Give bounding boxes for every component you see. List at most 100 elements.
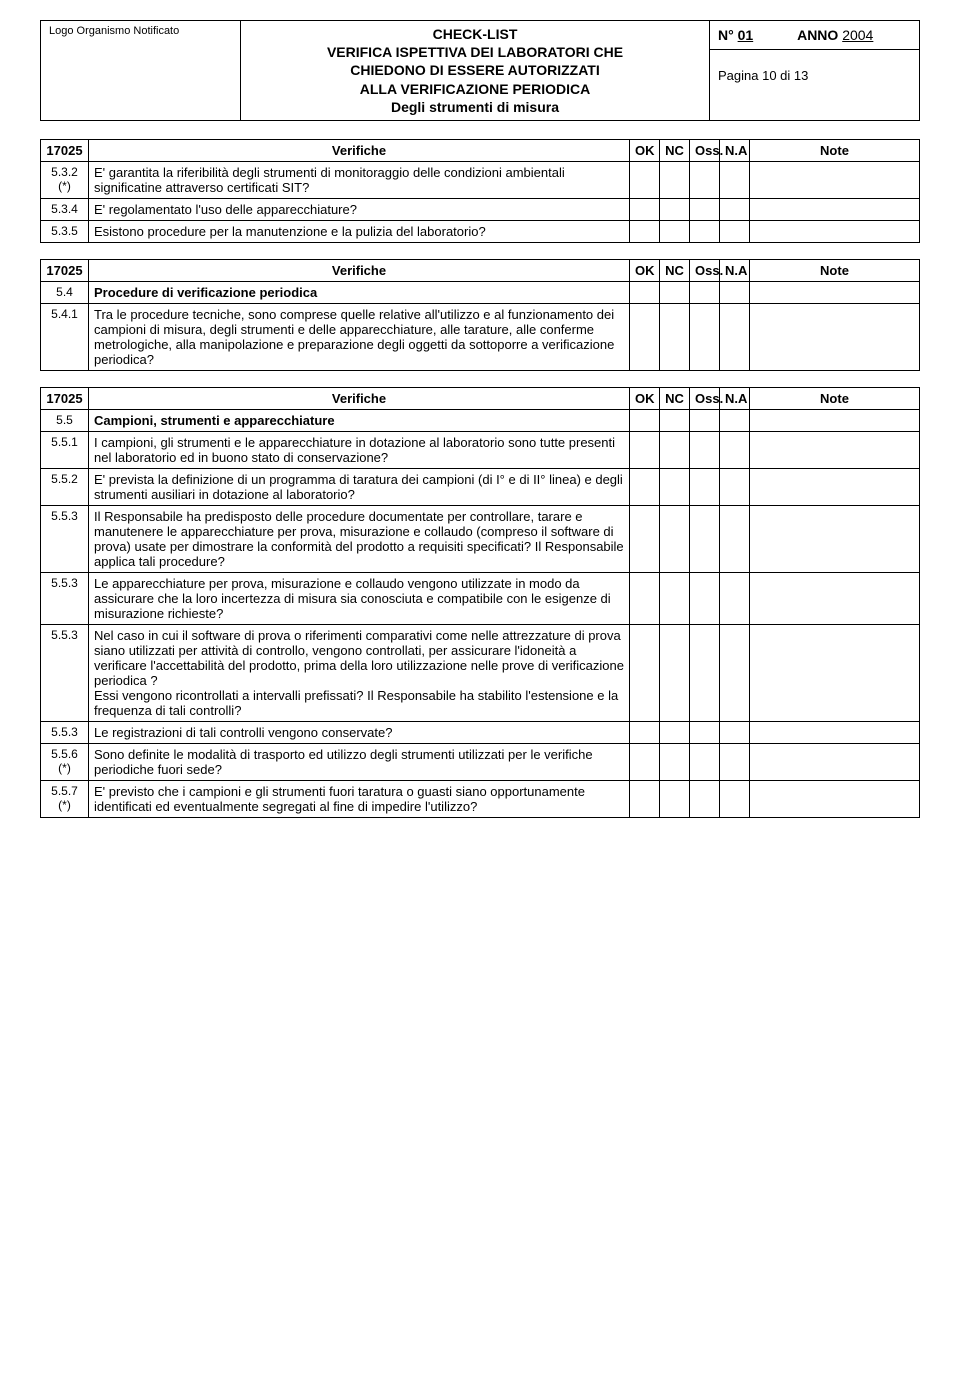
row-id: 5.5.3 — [41, 721, 89, 743]
cell-nc — [660, 409, 690, 431]
cell-ok — [630, 409, 660, 431]
anno-value: 2004 — [842, 27, 873, 43]
cell-oss — [690, 505, 720, 572]
cell-oss — [690, 780, 720, 817]
table-row: 5.5.1 I campioni, gli strumenti e le app… — [41, 431, 920, 468]
row-text: Le registrazioni di tali controlli vengo… — [89, 721, 630, 743]
cell-nc — [660, 780, 690, 817]
table-row: 5.3.2 (*) E' garantita la riferibilità d… — [41, 161, 920, 198]
logo-label: Logo Organismo Notificato — [49, 25, 179, 37]
cell-note — [750, 161, 920, 198]
title-line: CHECK-LIST — [249, 25, 701, 43]
cell-na — [720, 780, 750, 817]
col-verifiche-header: Verifiche — [89, 259, 630, 281]
document-header: Logo Organismo Notificato CHECK-LIST VER… — [40, 20, 920, 121]
section-id: 5.4 — [41, 281, 89, 303]
col-ok-header: OK — [630, 259, 660, 281]
col-na-header: N.A — [720, 139, 750, 161]
cell-ok — [630, 721, 660, 743]
row-id: 5.3.5 — [41, 220, 89, 242]
cell-oss — [690, 409, 720, 431]
table-row: 5.3.5 Esistono procedure per la manutenz… — [41, 220, 920, 242]
cell-nc — [660, 161, 690, 198]
cell-note — [750, 505, 920, 572]
cell-ok — [630, 780, 660, 817]
row-text: I campioni, gli strumenti e le apparecch… — [89, 431, 630, 468]
cell-na — [720, 743, 750, 780]
cell-nc — [660, 743, 690, 780]
table-row: 5.5.3 Le registrazioni di tali controlli… — [41, 721, 920, 743]
cell-na — [720, 505, 750, 572]
col-oss-header: Oss. — [690, 259, 720, 281]
cell-oss — [690, 743, 720, 780]
cell-oss — [690, 721, 720, 743]
col-note-header: Note — [750, 259, 920, 281]
col-nc-header: NC — [660, 387, 690, 409]
col-note-header: Note — [750, 139, 920, 161]
cell-note — [750, 780, 920, 817]
col-na-header: N.A — [720, 387, 750, 409]
col-note-header: Note — [750, 387, 920, 409]
title-line: ALLA VERIFICAZIONE PERIODICA — [249, 80, 701, 98]
section-label: Procedure di verificazione periodica — [89, 281, 630, 303]
table-row: 5.5.3 Le apparecchiature per prova, misu… — [41, 572, 920, 624]
col-ok-header: OK — [630, 387, 660, 409]
cell-nc — [660, 198, 690, 220]
cell-oss — [690, 220, 720, 242]
cell-ok — [630, 220, 660, 242]
cell-note — [750, 431, 920, 468]
col-ref-header: 17025 — [41, 259, 89, 281]
cell-ok — [630, 572, 660, 624]
row-id: 5.5.6 (*) — [41, 743, 89, 780]
cell-nc — [660, 572, 690, 624]
table-row: 5.5.6 (*) Sono definite le modalità di t… — [41, 743, 920, 780]
cell-note — [750, 572, 920, 624]
cell-note — [750, 409, 920, 431]
row-text: E' regolamentato l'uso delle apparecchia… — [89, 198, 630, 220]
cell-ok — [630, 198, 660, 220]
cell-na — [720, 303, 750, 370]
check-table-3: 17025 Verifiche OK NC Oss. N.A Note 5.5 … — [40, 387, 920, 818]
cell-oss — [690, 624, 720, 721]
row-id: 5.5.7 (*) — [41, 780, 89, 817]
row-text: Il Responsabile ha predisposto delle pro… — [89, 505, 630, 572]
cell-oss — [690, 431, 720, 468]
section-id: 5.5 — [41, 409, 89, 431]
table-header-row: 17025 Verifiche OK NC Oss. N.A Note — [41, 387, 920, 409]
cell-oss — [690, 161, 720, 198]
cell-nc — [660, 505, 690, 572]
cell-oss — [690, 572, 720, 624]
table-row: 5.5.3 Il Responsabile ha predisposto del… — [41, 505, 920, 572]
table-header-row: 17025 Verifiche OK NC Oss. N.A Note — [41, 259, 920, 281]
cell-note — [750, 220, 920, 242]
row-id: 5.5.3 — [41, 624, 89, 721]
col-ref-header: 17025 — [41, 387, 89, 409]
cell-note — [750, 721, 920, 743]
cell-oss — [690, 468, 720, 505]
cell-nc — [660, 303, 690, 370]
cell-na — [720, 468, 750, 505]
cell-oss — [690, 281, 720, 303]
title-cell: CHECK-LIST VERIFICA ISPETTIVA DEI LABORA… — [241, 21, 710, 121]
cell-note — [750, 303, 920, 370]
table-row: 5.3.4 E' regolamentato l'uso delle appar… — [41, 198, 920, 220]
col-oss-header: Oss. — [690, 139, 720, 161]
title-line: VERIFICA ISPETTIVA DEI LABORATORI CHE — [249, 43, 701, 61]
cell-oss — [690, 198, 720, 220]
col-nc-header: NC — [660, 259, 690, 281]
table-header-row: 17025 Verifiche OK NC Oss. N.A Note — [41, 139, 920, 161]
cell-ok — [630, 431, 660, 468]
row-id: 5.5.2 — [41, 468, 89, 505]
cell-na — [720, 161, 750, 198]
cell-nc — [660, 468, 690, 505]
cell-nc — [660, 220, 690, 242]
nr-value: 01 — [738, 27, 754, 43]
col-verifiche-header: Verifiche — [89, 139, 630, 161]
section-label: Campioni, strumenti e apparecchiature — [89, 409, 630, 431]
row-text: Nel caso in cui il software di prova o r… — [89, 624, 630, 721]
col-oss-header: Oss. — [690, 387, 720, 409]
row-id: 5.5.3 — [41, 505, 89, 572]
cell-na — [720, 281, 750, 303]
row-id: 5.5.1 — [41, 431, 89, 468]
section-row: 5.5 Campioni, strumenti e apparecchiatur… — [41, 409, 920, 431]
